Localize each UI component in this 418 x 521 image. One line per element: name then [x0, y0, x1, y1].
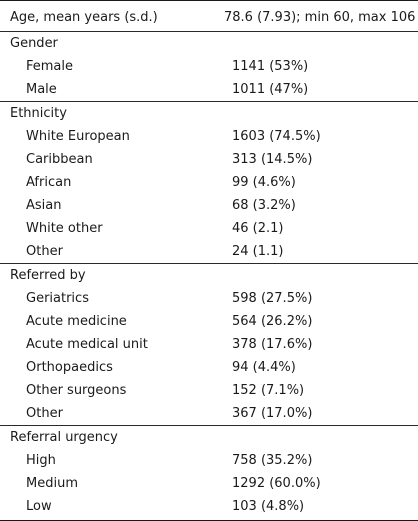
row-value: 68 (3.2%)	[232, 198, 296, 213]
row-label: Other	[26, 406, 63, 421]
section-rule	[0, 101, 418, 102]
row-value: 367 (17.0%)	[232, 406, 313, 421]
table-row: Acute medical unit 378 (17.6%)	[0, 333, 418, 356]
row-value: 1292 (60.0%)	[232, 476, 321, 491]
table-row: Other 24 (1.1)	[0, 240, 418, 263]
section-rule	[0, 263, 418, 264]
section-heading-referred-by: Referred by	[0, 264, 418, 287]
section-heading: Gender	[10, 36, 58, 51]
table-row: Asian 68 (3.2%)	[0, 194, 418, 217]
section-rule	[0, 31, 418, 32]
table-row: Male 1011 (47%)	[0, 78, 418, 101]
age-label: Age, mean years (s.d.)	[10, 10, 158, 25]
row-label: Female	[26, 59, 74, 74]
row-label: Low	[26, 499, 52, 514]
table-row: Other 367 (17.0%)	[0, 402, 418, 425]
table-row: White other 46 (2.1)	[0, 217, 418, 240]
row-value: 103 (4.8%)	[232, 499, 305, 514]
age-value: 78.6 (7.93); min 60, max 106	[224, 10, 416, 25]
table-row: Orthopaedics 94 (4.4%)	[0, 356, 418, 379]
section-heading: Referred by	[10, 268, 86, 283]
table-row: Caribbean 313 (14.5%)	[0, 148, 418, 171]
table-row: Acute medicine 564 (26.2%)	[0, 310, 418, 333]
table-row: Female 1141 (53%)	[0, 55, 418, 78]
section-heading: Ethnicity	[10, 106, 67, 121]
row-label: African	[26, 175, 72, 190]
section-heading-referral-urgency: Referral urgency	[0, 426, 418, 449]
row-label: Other surgeons	[26, 383, 127, 398]
row-value: 94 (4.4%)	[232, 360, 296, 375]
row-label: Acute medicine	[26, 314, 127, 329]
table-row: African 99 (4.6%)	[0, 171, 418, 194]
row-value: 1141 (53%)	[232, 59, 309, 74]
row-value: 46 (2.1)	[232, 221, 284, 236]
row-value: 152 (7.1%)	[232, 383, 305, 398]
row-value: 378 (17.6%)	[232, 337, 313, 352]
age-row: Age, mean years (s.d.) 78.6 (7.93); min …	[0, 6, 418, 29]
row-label: High	[26, 453, 56, 468]
table-top-rule	[0, 0, 418, 1]
table-row: Low 103 (4.8%)	[0, 495, 418, 518]
section-heading-ethnicity: Ethnicity	[0, 102, 418, 125]
row-label: Medium	[26, 476, 78, 491]
row-label: Geriatrics	[26, 291, 89, 306]
table-row: High 758 (35.2%)	[0, 449, 418, 472]
row-value: 1603 (74.5%)	[232, 129, 321, 144]
table-row: Other surgeons 152 (7.1%)	[0, 379, 418, 402]
section-heading-gender: Gender	[0, 32, 418, 55]
table-row: White European 1603 (74.5%)	[0, 125, 418, 148]
row-value: 99 (4.6%)	[232, 175, 296, 190]
row-label: Orthopaedics	[26, 360, 113, 375]
row-value: 758 (35.2%)	[232, 453, 313, 468]
row-label: Asian	[26, 198, 62, 213]
row-label: Male	[26, 82, 57, 97]
row-value: 24 (1.1)	[232, 244, 284, 259]
table-row: Geriatrics 598 (27.5%)	[0, 287, 418, 310]
row-label: White other	[26, 221, 103, 236]
section-rule	[0, 425, 418, 426]
table-row: Medium 1292 (60.0%)	[0, 472, 418, 495]
section-heading: Referral urgency	[10, 430, 118, 445]
row-value: 313 (14.5%)	[232, 152, 313, 167]
row-value: 564 (26.2%)	[232, 314, 313, 329]
row-label: Caribbean	[26, 152, 93, 167]
row-label: Acute medical unit	[26, 337, 148, 352]
row-label: White European	[26, 129, 130, 144]
row-label: Other	[26, 244, 63, 259]
row-value: 598 (27.5%)	[232, 291, 313, 306]
row-value: 1011 (47%)	[232, 82, 309, 97]
